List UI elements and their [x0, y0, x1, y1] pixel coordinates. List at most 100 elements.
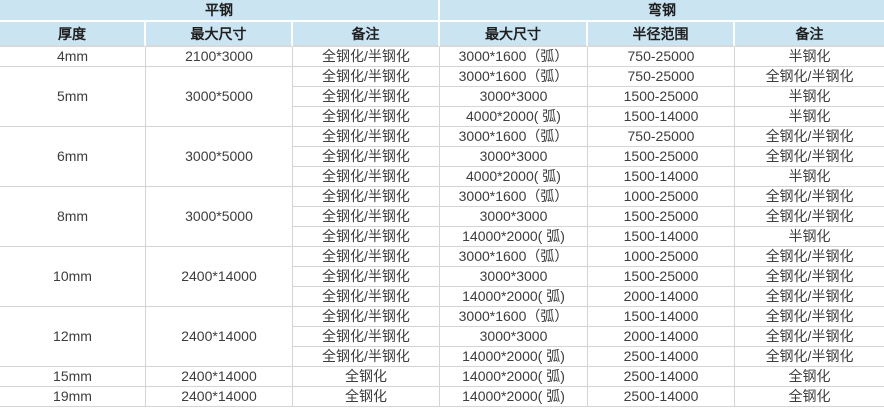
flat-note-cell: 全钢化/半钢化 [293, 347, 440, 367]
flat-note-cell: 全钢化/半钢化 [293, 147, 440, 167]
bent-note-cell: 半钢化 [735, 107, 884, 127]
flat-note-cell: 全钢化 [293, 367, 440, 387]
radius-range-cell: 750-25000 [588, 127, 735, 147]
bent-max-size-cell: 3000*3000 [440, 207, 588, 227]
bent-note-cell: 半钢化 [735, 167, 884, 187]
flat-note-cell: 全钢化/半钢化 [293, 107, 440, 127]
table-row: 19mm 2400*14000 全钢化 14000*2000( 弧) 2500-1400… [0, 387, 884, 407]
table-body: 4mm 2100*3000 全钢化/半钢化 3000*1600（弧） 750-25000… [0, 47, 884, 407]
flat-note-cell: 全钢化/半钢化 [293, 187, 440, 207]
column-header-row: 厚度 最大尺寸 备注 最大尺寸 半径范围 备注 [0, 22, 884, 47]
bent-note-cell: 全钢化/半钢化 [735, 267, 884, 287]
flat-note-cell: 全钢化/半钢化 [293, 247, 440, 267]
radius-range-cell: 1500-14000 [588, 167, 735, 187]
bent-note-cell: 全钢化/半钢化 [735, 287, 884, 307]
radius-range-cell: 2500-14000 [588, 347, 735, 367]
table-row: 全钢化/半钢化 3000*3000 1500-25000 全钢化/半钢化 [0, 267, 884, 287]
thickness-cell: 15mm [0, 367, 146, 387]
bent-max-size-cell: 14000*2000( 弧) [440, 367, 588, 387]
table-row: 4mm 2100*3000 全钢化/半钢化 3000*1600（弧） 750-25000… [0, 47, 884, 67]
table-row: 12mm 2400*14000 全钢化/半钢化 3000*1600（弧） 1500-14… [0, 307, 884, 367]
col-header-bent-max-size: 最大尺寸 [440, 22, 588, 47]
thickness-cell: 19mm [0, 387, 146, 407]
flat-note-cell: 全钢化/半钢化 [293, 67, 440, 87]
radius-range-cell: 2000-14000 [588, 287, 735, 307]
bent-max-size-cell: 3000*1600（弧） [440, 187, 588, 207]
radius-range-cell: 1500-25000 [588, 207, 735, 227]
bent-note-cell: 半钢化 [735, 227, 884, 247]
col-header-flat-note: 备注 [293, 22, 440, 47]
thickness-cell: 5mm [0, 67, 146, 127]
bent-max-size-cell: 3000*3000 [440, 147, 588, 167]
col-header-radius-range: 半径范围 [588, 22, 735, 47]
radius-range-cell: 1500-14000 [588, 107, 735, 127]
table-row: 全钢化/半钢化 14000*2000( 弧) 2000-14000 全钢化/半钢化 [0, 287, 884, 307]
bent-max-size-cell: 3000*3000 [440, 87, 588, 107]
bent-max-size-cell: 4000*2000( 弧) [440, 167, 588, 187]
table-row: 全钢化/半钢化 3000*3000 2000-14000 全钢化/半钢化 [0, 327, 884, 347]
bent-note-cell: 全钢化/半钢化 [735, 127, 884, 147]
col-header-bent-note: 备注 [735, 22, 884, 47]
bent-max-size-cell: 14000*2000( 弧) [440, 387, 588, 407]
bent-note-cell: 全钢化/半钢化 [735, 187, 884, 207]
table-row: 6mm 3000*5000 全钢化/半钢化 3000*1600（弧） 750-25000… [0, 127, 884, 187]
flat-note-cell: 全钢化/半钢化 [293, 47, 440, 67]
table-row: 10mm 2400*14000 全钢化/半钢化 3000*1600（弧） 1000-25… [0, 247, 884, 307]
flat-max-size-cell: 2400*14000 [146, 307, 293, 367]
bent-note-cell: 全钢化/半钢化 [735, 307, 884, 327]
radius-range-cell: 2000-14000 [588, 327, 735, 347]
radius-range-cell: 1500-25000 [588, 147, 735, 167]
flat-note-cell: 全钢化/半钢化 [293, 127, 440, 147]
flat-max-size-cell: 2400*14000 [146, 247, 293, 307]
col-header-flat-max-size: 最大尺寸 [146, 22, 293, 47]
table-row: 8mm 3000*5000 全钢化/半钢化 3000*1600（弧） 1000-2500… [0, 187, 884, 247]
bent-max-size-cell: 14000*2000( 弧) [440, 347, 588, 367]
bent-steel-group-header: 弯钢 [440, 0, 884, 22]
bent-max-size-cell: 3000*3000 [440, 327, 588, 347]
bent-note-cell: 半钢化 [735, 47, 884, 67]
flat-note-cell: 全钢化/半钢化 [293, 267, 440, 287]
bent-note-cell: 全钢化/半钢化 [735, 347, 884, 367]
flat-max-size-cell: 3000*5000 [146, 127, 293, 187]
flat-max-size-cell: 3000*5000 [146, 187, 293, 247]
bent-max-size-cell: 3000*1600（弧） [440, 307, 588, 327]
flat-note-cell: 全钢化/半钢化 [293, 287, 440, 307]
table-row: 全钢化/半钢化 4000*2000( 弧) 1500-14000 半钢化 [0, 167, 884, 187]
bent-note-cell: 半钢化 [735, 87, 884, 107]
bent-note-cell: 全钢化 [735, 387, 884, 407]
flat-note-cell: 全钢化/半钢化 [293, 227, 440, 247]
radius-range-cell: 1500-25000 [588, 87, 735, 107]
table-row: 全钢化/半钢化 3000*3000 1500-25000 半钢化 [0, 87, 884, 107]
flat-note-cell: 全钢化/半钢化 [293, 327, 440, 347]
flat-note-cell: 全钢化 [293, 387, 440, 407]
flat-note-cell: 全钢化/半钢化 [293, 87, 440, 107]
bent-max-size-cell: 3000*1600（弧） [440, 127, 588, 147]
table-row: 全钢化/半钢化 3000*3000 1500-25000 全钢化/半钢化 [0, 207, 884, 227]
bent-max-size-cell: 3000*1600（弧） [440, 247, 588, 267]
group-header-row: 平钢 弯钢 [0, 0, 884, 22]
bent-max-size-cell: 14000*2000( 弧) [440, 227, 588, 247]
radius-range-cell: 2500-14000 [588, 367, 735, 387]
bent-max-size-cell: 4000*2000( 弧) [440, 107, 588, 127]
table-row: 全钢化/半钢化 14000*2000( 弧) 1500-14000 半钢化 [0, 227, 884, 247]
radius-range-cell: 2500-14000 [588, 387, 735, 407]
thickness-cell: 10mm [0, 247, 146, 307]
thickness-cell: 4mm [0, 47, 146, 67]
bent-max-size-cell: 3000*1600（弧） [440, 47, 588, 67]
radius-range-cell: 1500-25000 [588, 267, 735, 287]
flat-max-size-cell: 2100*3000 [146, 47, 293, 67]
flat-max-size-cell: 2400*14000 [146, 367, 293, 387]
thickness-cell: 12mm [0, 307, 146, 367]
bent-max-size-cell: 3000*3000 [440, 267, 588, 287]
table-row: 全钢化/半钢化 3000*3000 1500-25000 全钢化/半钢化 [0, 147, 884, 167]
radius-range-cell: 750-25000 [588, 47, 735, 67]
thickness-cell: 6mm [0, 127, 146, 187]
thickness-cell: 8mm [0, 187, 146, 247]
flat-max-size-cell: 3000*5000 [146, 67, 293, 127]
bent-note-cell: 全钢化 [735, 367, 884, 387]
flat-max-size-cell: 2400*14000 [146, 387, 293, 407]
bent-note-cell: 全钢化/半钢化 [735, 327, 884, 347]
table-row: 全钢化/半钢化 4000*2000( 弧) 1500-14000 半钢化 [0, 107, 884, 127]
bent-note-cell: 全钢化/半钢化 [735, 147, 884, 167]
bent-max-size-cell: 3000*1600（弧） [440, 67, 588, 87]
